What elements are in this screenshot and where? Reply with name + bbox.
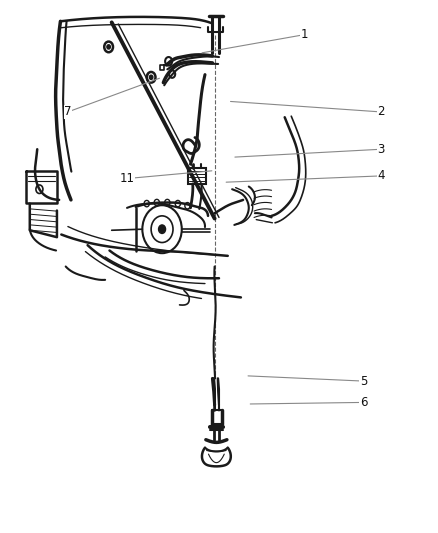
Text: 7: 7 — [64, 106, 72, 118]
Text: 1: 1 — [300, 28, 308, 41]
Circle shape — [149, 75, 153, 79]
Circle shape — [159, 225, 166, 233]
Circle shape — [175, 200, 180, 207]
Circle shape — [144, 200, 149, 207]
Text: 11: 11 — [120, 172, 134, 185]
Text: 3: 3 — [378, 143, 385, 156]
Text: 5: 5 — [360, 375, 367, 387]
Circle shape — [154, 199, 159, 206]
Circle shape — [104, 42, 113, 52]
Circle shape — [165, 57, 172, 66]
Circle shape — [185, 203, 190, 209]
Circle shape — [169, 70, 175, 78]
Circle shape — [107, 45, 110, 49]
Text: 4: 4 — [377, 169, 385, 182]
Circle shape — [147, 72, 155, 83]
Text: 6: 6 — [360, 396, 367, 409]
Text: 2: 2 — [377, 106, 385, 118]
FancyBboxPatch shape — [188, 168, 206, 184]
Circle shape — [165, 199, 170, 206]
